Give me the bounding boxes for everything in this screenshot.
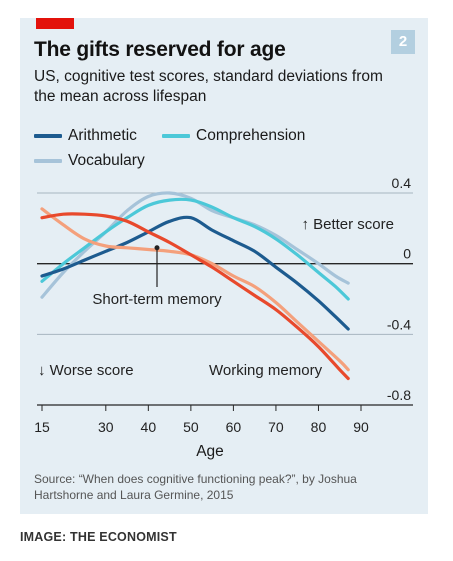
x-tick-label: 40 bbox=[141, 419, 157, 435]
annotation-short-term-memory: Short-term memory bbox=[92, 291, 222, 308]
x-tick-label: 90 bbox=[353, 419, 369, 435]
x-axis: 15 30 40 50 60 70 80 90 Age bbox=[34, 404, 413, 460]
series-line-short-term-memory bbox=[40, 207, 350, 372]
x-tick-label: 80 bbox=[311, 419, 327, 435]
annotation-better-score: ↑ Better score bbox=[301, 216, 394, 233]
y-tick-label: 0 bbox=[403, 246, 411, 262]
series-line-working-memory bbox=[40, 212, 350, 381]
series-line-comprehension bbox=[40, 197, 350, 301]
x-axis-title: Age bbox=[196, 443, 224, 460]
chart-subtitle: US, cognitive test scores, standard devi… bbox=[34, 68, 383, 105]
legend-label-arithmetic: Arithmetic bbox=[68, 127, 137, 144]
annotation-worse-score: ↓ Worse score bbox=[38, 362, 134, 379]
x-tick-label: 50 bbox=[183, 419, 199, 435]
legend-swatch-arithmetic bbox=[34, 134, 62, 138]
legend-swatch-comprehension bbox=[162, 134, 190, 138]
legend-item-comprehension: Comprehension bbox=[162, 127, 305, 145]
x-tick-label: 70 bbox=[268, 419, 284, 435]
annotations: ↑ Better score ↓ Worse score Short-term me… bbox=[38, 216, 394, 379]
legend-swatch-vocabulary bbox=[34, 159, 62, 163]
image-credit: IMAGE: THE ECONOMIST bbox=[20, 530, 177, 544]
series-lines bbox=[40, 191, 350, 381]
y-tick-label: -0.8 bbox=[387, 387, 411, 403]
chart-title: The gifts reserved for age bbox=[34, 38, 286, 61]
series-line-arithmetic bbox=[40, 215, 350, 331]
source-note: Source: “When does cognitive functioning… bbox=[34, 472, 357, 502]
short-term-memory-pointer-dot bbox=[154, 245, 160, 251]
brand-tab bbox=[36, 18, 74, 29]
x-tick-label: 15 bbox=[34, 419, 50, 435]
legend-label-vocabulary: Vocabulary bbox=[68, 152, 145, 169]
legend-item-arithmetic: Arithmetic bbox=[34, 127, 137, 145]
x-tick-label: 30 bbox=[98, 419, 114, 435]
y-tick-label: 0.4 bbox=[392, 175, 412, 191]
annotation-working-memory: Working memory bbox=[209, 362, 323, 379]
legend-item-vocabulary: Vocabulary bbox=[34, 152, 145, 170]
y-tick-label: -0.4 bbox=[387, 316, 411, 332]
legend-label-comprehension: Comprehension bbox=[196, 127, 306, 144]
chart-number-badge: 2 bbox=[391, 30, 415, 54]
y-axis-labels: 0.4 0 -0.4 -0.8 bbox=[387, 175, 411, 403]
chart-panel bbox=[20, 18, 428, 514]
x-tick-label: 60 bbox=[226, 419, 242, 435]
